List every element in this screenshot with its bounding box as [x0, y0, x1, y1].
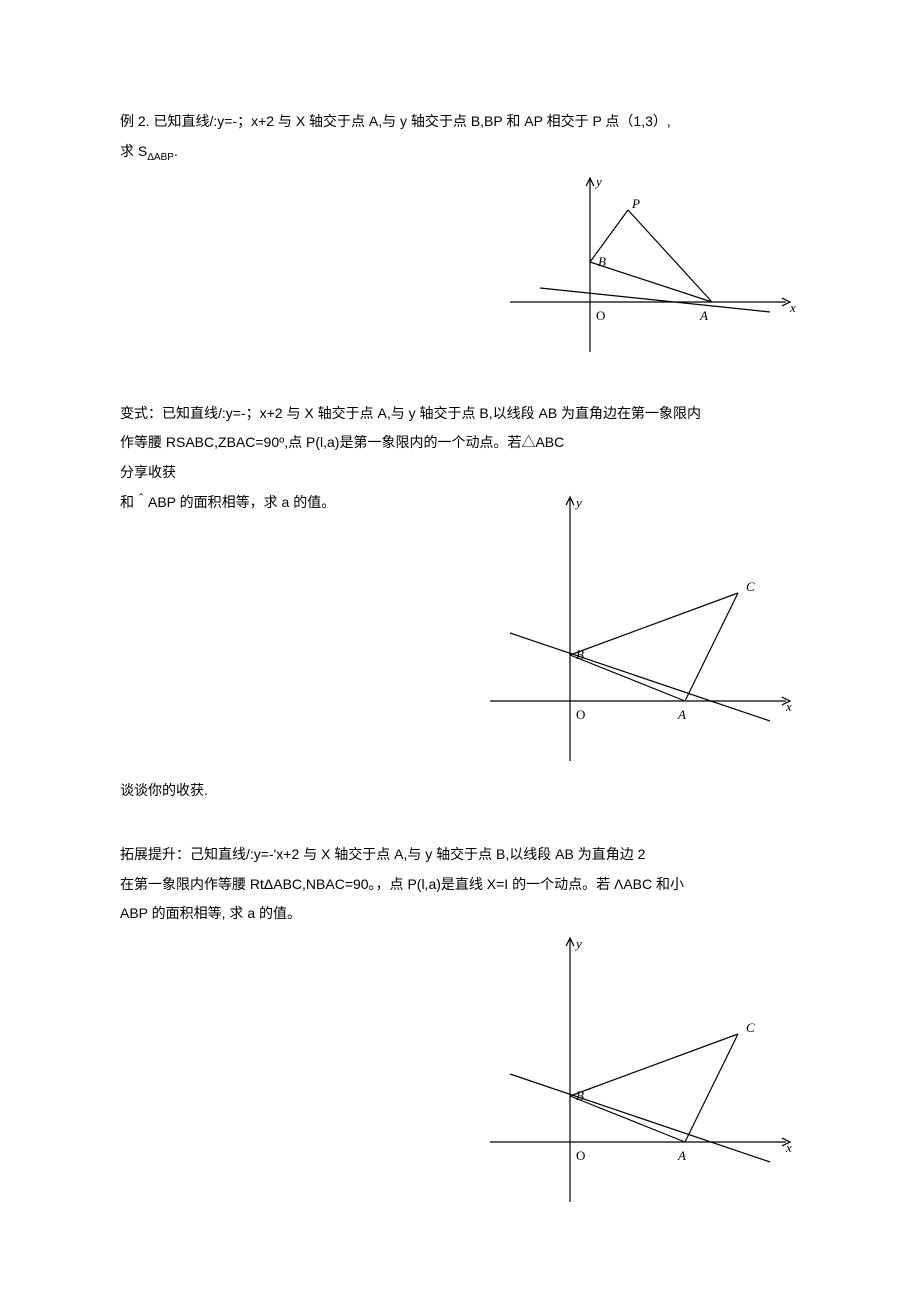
- p4-line-3: ABP 的面积相等, 求 a 的值。: [120, 902, 800, 926]
- p1-l2-a: 求 S: [120, 143, 147, 159]
- p4-line-1: 拓展提升：己知直线/:y=-'x+2 与 X 轴交于点 A,与 y 轴交于点 B…: [120, 843, 800, 867]
- p2-line-1: 变式：已知直线/:y=-；x+2 与 X 轴交于点 A,与 y 轴交于点 B,以…: [120, 402, 800, 426]
- p1-l2-b: .: [174, 143, 178, 159]
- svg-text:A: A: [699, 308, 708, 323]
- svg-text:C: C: [746, 1020, 755, 1035]
- problem-2: 变式：已知直线/:y=-；x+2 与 X 轴交于点 A,与 y 轴交于点 B,以…: [120, 402, 800, 803]
- p2-line-3: 分享收获: [120, 461, 800, 485]
- svg-text:y: y: [594, 174, 602, 189]
- svg-text:B: B: [576, 647, 584, 662]
- figure-3: y x O A B C: [480, 932, 800, 1212]
- svg-text:A: A: [677, 707, 686, 722]
- svg-text:C: C: [746, 579, 755, 594]
- svg-text:x: x: [785, 699, 792, 714]
- p2-row: 和＾ABP 的面积相等，求 a 的值。 y x O A B C: [120, 491, 800, 771]
- svg-text:B: B: [598, 254, 606, 269]
- p4-line-2: 在第一象限内作等腰 RtΔABC,NBAC=90。，点 P(l,a)是直线 X=…: [120, 873, 800, 897]
- page: 例 2. 已知直线/:y=-；x+2 与 X 轴交于点 A,与 y 轴交于点 B…: [0, 0, 920, 1292]
- svg-text:y: y: [574, 936, 582, 951]
- p2-line-4: 和＾ABP 的面积相等，求 a 的值。: [120, 491, 480, 765]
- p1-line-2: 求 SΔABP.: [120, 140, 800, 166]
- p1-l2-sub: ΔABP: [147, 152, 174, 163]
- svg-text:B: B: [576, 1088, 584, 1103]
- figure-3-wrap: y x O A B C: [120, 932, 800, 1212]
- p3-line-1: 谈谈你的收获.: [120, 779, 800, 803]
- svg-text:x: x: [789, 300, 796, 315]
- svg-text:O: O: [576, 707, 585, 722]
- p2-line-2: 作等腰 RSABC,ZBAC=90º,点 P(l,a)是第一象限内的一个动点。若…: [120, 431, 800, 455]
- problem-3: 拓展提升：己知直线/:y=-'x+2 与 X 轴交于点 A,与 y 轴交于点 B…: [120, 843, 800, 1212]
- p1-line-1: 例 2. 已知直线/:y=-；x+2 与 X 轴交于点 A,与 y 轴交于点 B…: [120, 110, 800, 134]
- svg-text:y: y: [574, 495, 582, 510]
- svg-text:A: A: [677, 1148, 686, 1163]
- svg-text:O: O: [596, 308, 605, 323]
- problem-1: 例 2. 已知直线/:y=-；x+2 与 X 轴交于点 A,与 y 轴交于点 B…: [120, 110, 800, 362]
- svg-text:O: O: [576, 1148, 585, 1163]
- figure-1-wrap: y x O A B P: [120, 172, 800, 362]
- figure-2: y x O A B C: [480, 491, 800, 771]
- svg-text:P: P: [631, 196, 640, 211]
- svg-text:x: x: [785, 1140, 792, 1155]
- figure-1: y x O A B P: [500, 172, 800, 362]
